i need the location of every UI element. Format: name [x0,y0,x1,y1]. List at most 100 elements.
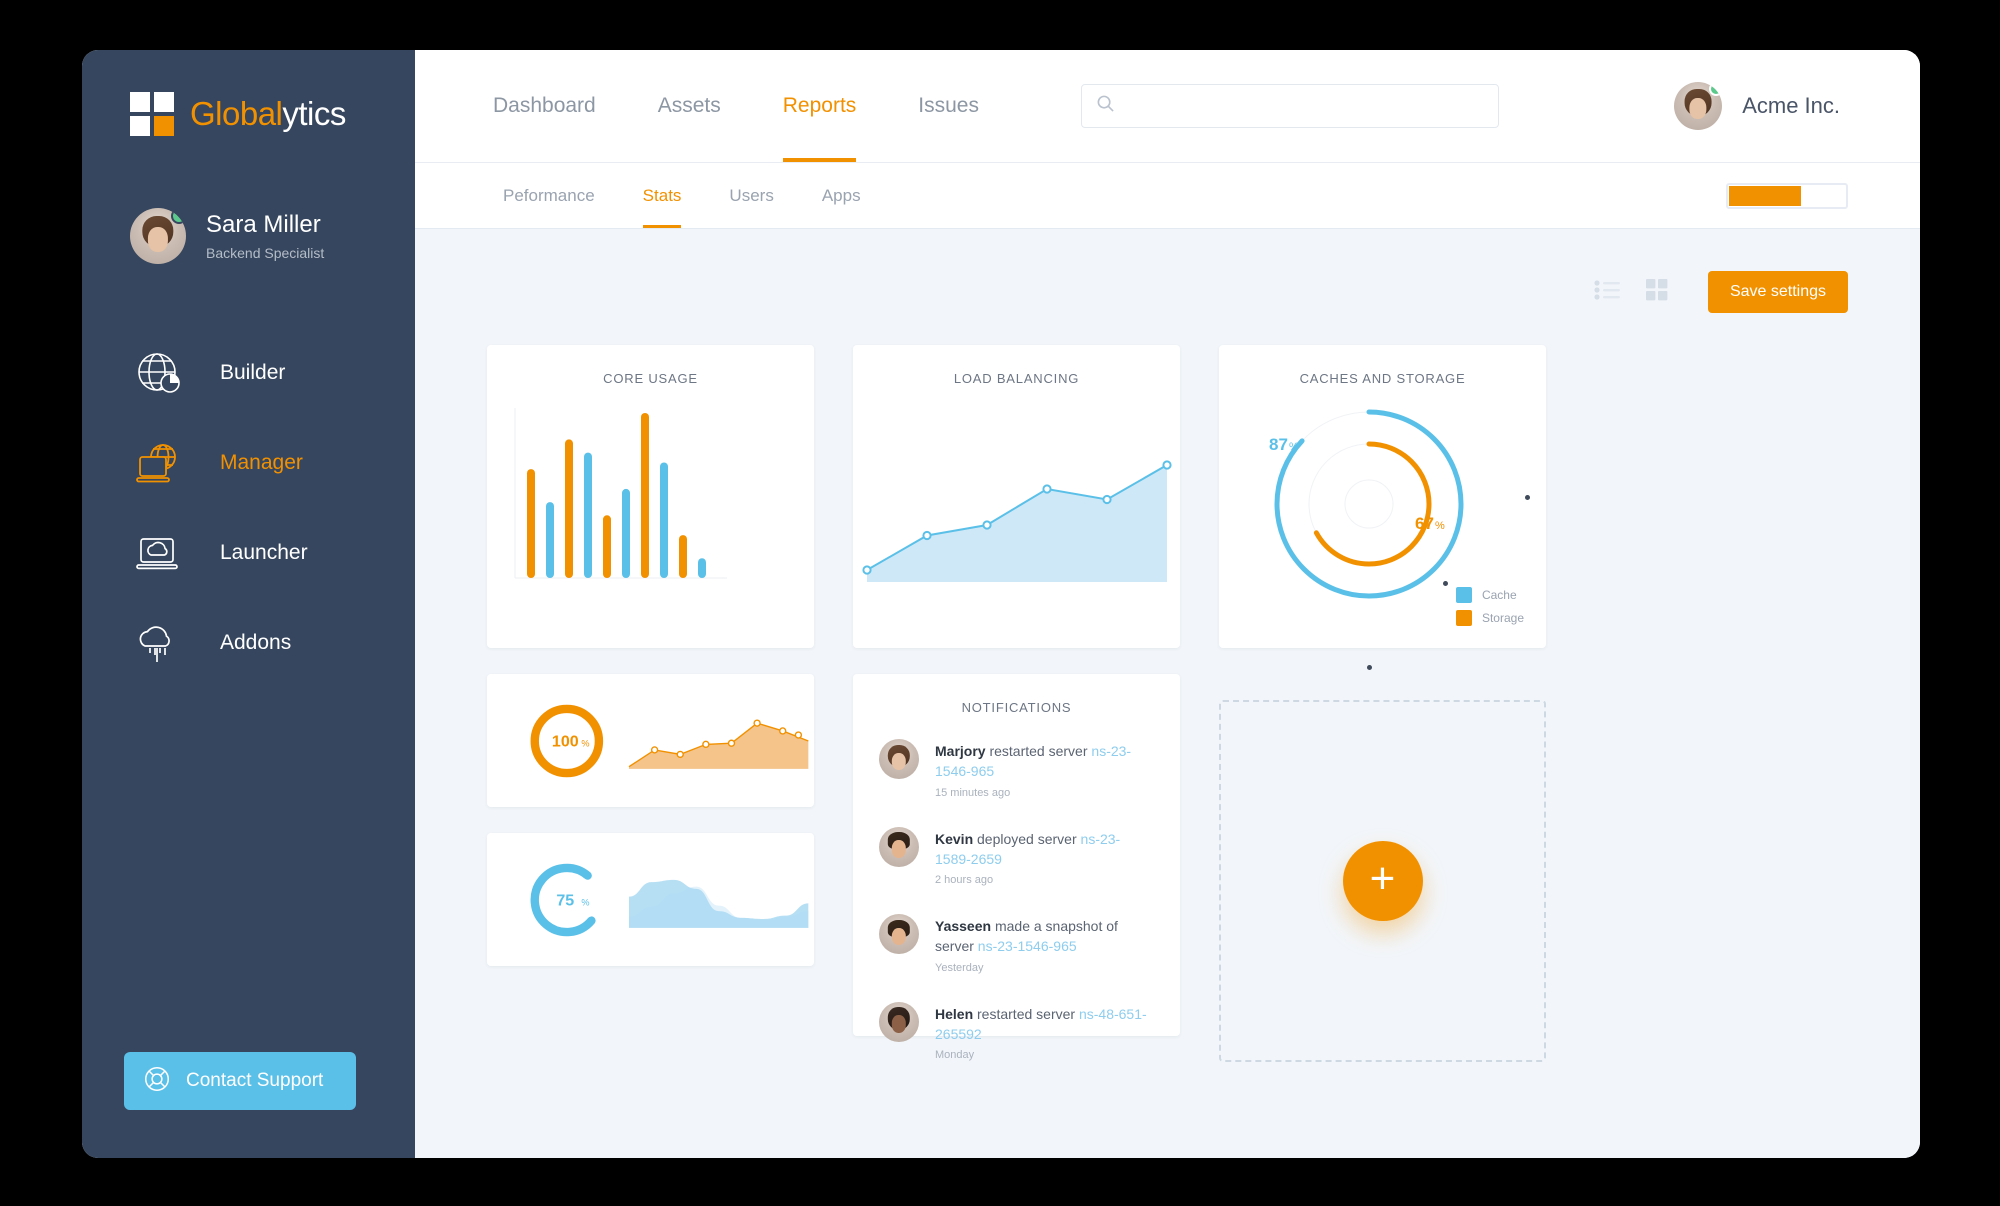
load-balancing-area-chart [862,460,1172,582]
search-box[interactable] [1081,84,1499,128]
sidebar-item-label: Builder [220,361,286,384]
content-toolbar: Save settings [487,265,1848,319]
decoration-dot [1443,581,1448,586]
notification-server-link[interactable]: ns-23-1546-965 [935,743,1132,780]
svg-text:%: % [1435,520,1445,532]
uptime-area-chart [628,718,809,769]
notification-text: Helen restarted server ns-48-651-265592 [935,1004,1154,1045]
content-area: Save settings CORE USAGE 100% 75% [415,229,1920,1158]
notification-item[interactable]: Kevin deployed server ns-23-1589-2659 2 h… [879,813,1154,901]
globe-icon [132,348,188,398]
svg-text:87: 87 [1269,435,1288,454]
legend-swatch-storage [1455,610,1472,626]
notification-server-link[interactable]: ns-48-651-265592 [935,1005,1147,1043]
chart-legend: Cache Storage [1455,580,1524,626]
dashboard-grid: CORE USAGE 100% 75% LOAD BA [487,345,1848,1062]
online-status-dot [171,208,186,224]
card-uptime: 100% [487,674,814,807]
save-settings-button[interactable]: Save settings [1707,271,1848,313]
contact-support-label: Contact Support [186,1070,324,1091]
notification-user: Yasseen [935,918,992,935]
sidebar-item-builder[interactable]: Builder [82,328,415,418]
sidebar-item-label: Launcher [220,541,308,564]
svg-text:%: % [581,897,589,907]
contact-support-button[interactable]: Contact Support [124,1052,356,1110]
notification-item[interactable]: Helen restarted server ns-48-651-265592 M… [879,988,1154,1076]
sidebar-item-manager[interactable]: Manager [82,418,415,508]
svg-text:75: 75 [556,891,574,909]
list-view-icon[interactable] [1594,279,1620,305]
sub-header: Peformance Stats Users Apps [415,163,1920,229]
progress-bar [1726,182,1848,209]
brand-name-rest: ytics [282,95,346,132]
add-widget-tile[interactable]: + [1219,700,1546,1062]
nav-assets[interactable]: Assets [657,94,721,117]
decoration-dot [1525,495,1530,500]
legend-label: Storage [1481,611,1524,625]
core-usage-bar-chart [514,408,727,579]
sidebar-item-label: Addons [220,631,292,654]
card-capacity: 75% [487,833,814,966]
sidebar-item-addons[interactable]: Addons [82,598,415,688]
top-header: Dashboard Assets Reports Issues Acme Inc… [415,50,1920,163]
sidebar-item-label: Manager [220,451,303,474]
grid-column-2: LOAD BALANCING Notifications Marjory res… [853,345,1180,1062]
notification-time: Yesterday [935,961,984,974]
avatar [130,208,186,264]
notification-text: Kevin deployed server ns-23-1589-2659 [935,829,1154,870]
search-input[interactable] [1125,97,1484,115]
uptime-donut-gauge: 100% [530,704,604,777]
sidebar-profile[interactable]: Sara Miller Backend Specialist [82,136,415,264]
nav-issues[interactable]: Issues [918,94,979,117]
secondary-tabs: Peformance Stats Users Apps [503,163,909,228]
nav-reports[interactable]: Reports [782,50,856,162]
card-load-balancing: LOAD BALANCING [853,345,1180,648]
notification-server-link[interactable]: ns-23-1589-2659 [935,830,1121,867]
notification-user: Marjory [935,743,986,759]
profile-role: Backend Specialist [206,245,325,261]
brand-logo[interactable]: Globalytics [82,50,415,136]
avatar [879,914,919,955]
sidebar-item-launcher[interactable]: Launcher [82,508,415,598]
capacity-waves-chart [628,879,809,928]
main-area: Dashboard Assets Reports Issues Acme Inc… [415,50,1920,1158]
notification-text: Marjory restarted server ns-23-1546-965 [935,741,1154,782]
decoration-dot [1367,665,1372,670]
nav-dashboard[interactable]: Dashboard [493,94,596,117]
notification-server-link[interactable]: ns-23-1546-965 [977,938,1077,955]
card-caches-storage: CACHES AND STORAGE 87% 67% Cache Storage [1219,345,1546,670]
legend-item: Cache [1455,587,1524,603]
progress-bar-fill [1729,185,1801,206]
legend-item: Storage [1455,610,1524,626]
avatar [879,739,919,779]
svg-text:100: 100 [552,732,579,750]
notification-item[interactable]: Yasseen made a snapshot of server ns-23-… [879,900,1154,988]
caches-storage-ring-chart: 87 %67% [1269,409,1464,599]
avatar [879,826,919,867]
notification-action: deployed server [977,830,1077,847]
tab-performance[interactable]: Peformance [503,185,595,205]
card-core-usage: CORE USAGE [487,345,814,648]
tab-users[interactable]: Users [729,185,774,205]
brand-name-accent: Global [190,95,283,132]
svg-text:67: 67 [1415,514,1434,533]
notification-action: restarted server [977,1005,1076,1022]
tab-apps[interactable]: Apps [821,185,861,205]
org-name: Acme Inc. [1742,93,1840,118]
notification-time: 2 hours ago [935,874,994,887]
tab-stats[interactable]: Stats [642,163,681,228]
notification-action: restarted server [989,743,1088,759]
plus-icon[interactable]: + [1342,841,1423,921]
primary-nav: Dashboard Assets Reports Issues [493,50,1041,162]
legend-swatch-cache [1455,587,1472,603]
app-window: Globalytics Sara Miller Backend Speciali… [82,50,1920,1158]
grid-column-3: CACHES AND STORAGE 87% 67% Cache Storage [1219,345,1546,1062]
sidebar-nav: Builder Manager [82,328,415,688]
notification-time: 15 minutes ago [935,786,1011,799]
org-switcher[interactable]: Acme Inc. [1674,82,1840,130]
notification-item[interactable]: Marjory restarted server ns-23-1546-965 1… [879,725,1154,813]
card-notifications: Notifications Marjory restarted server n… [853,674,1180,1061]
grid-view-icon[interactable] [1645,278,1668,306]
notification-time: Monday [935,1049,975,1062]
laptop-cloud-icon [132,528,188,578]
